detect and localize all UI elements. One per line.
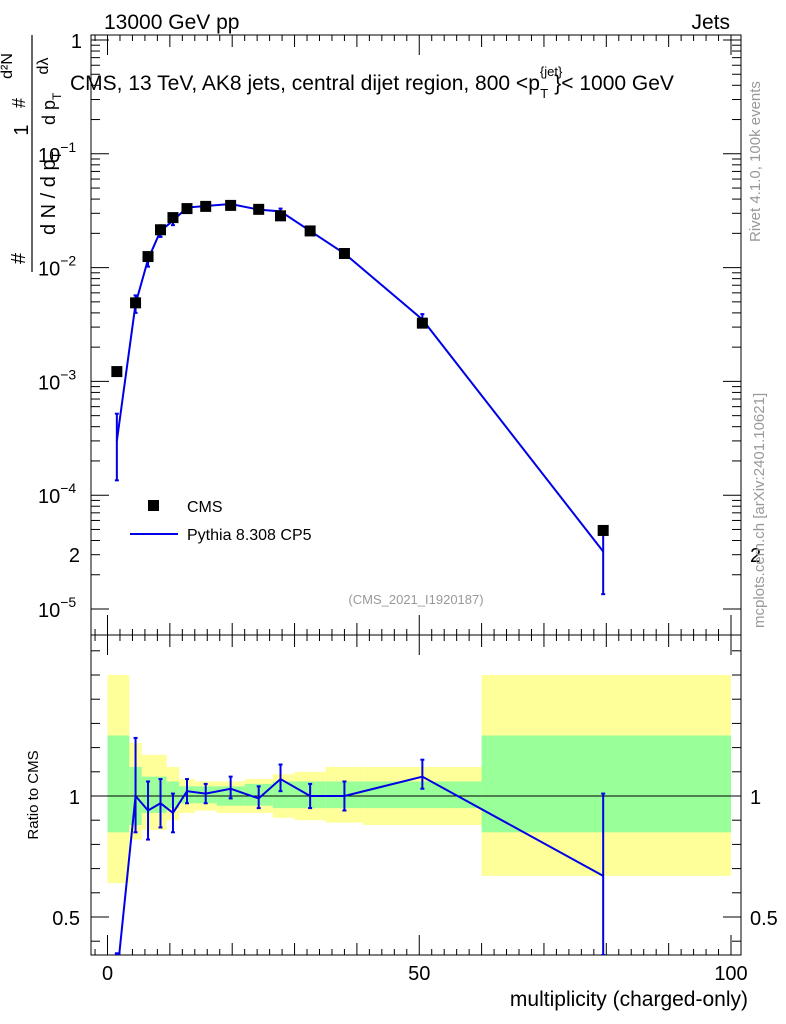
main-y-axis-label: 1 # d N / d pT # d pT d²N dλ bbox=[0, 35, 64, 272]
cms-data-point bbox=[181, 203, 193, 215]
ratio-uncertainty-bands bbox=[107, 675, 731, 884]
y-tick-label: 1 bbox=[71, 31, 82, 53]
x-axis-label: multiplicity (charged-only) bbox=[510, 988, 748, 1011]
cms-data-point bbox=[416, 317, 428, 329]
main-plot-series bbox=[111, 199, 609, 596]
cms-data-point bbox=[111, 366, 123, 378]
ratio-mc-line bbox=[118, 775, 604, 955]
analysis-id: (CMS_2021_I1920187) bbox=[348, 592, 483, 607]
y-tick-label: 10−5 bbox=[38, 594, 76, 622]
ratio-y-axis-label: Ratio to CMS bbox=[25, 750, 42, 839]
ratio-y-tick-label-right: 0.5 bbox=[750, 908, 778, 930]
cms-data-point bbox=[275, 210, 287, 222]
legend-cms-marker bbox=[148, 500, 159, 511]
y-label-hash-2: # bbox=[9, 98, 29, 108]
ratio-y-tick-label-right: 1 bbox=[750, 787, 761, 809]
cms-data-point bbox=[200, 200, 212, 212]
energy-label: 13000 GeV pp bbox=[104, 11, 239, 34]
ratio-plot-frame bbox=[90, 634, 742, 956]
rivet-version-label: Rivet 4.1.0, 100k events bbox=[747, 81, 764, 242]
mcplots-label: mcplots.cern.ch [arXiv:2401.10621] bbox=[751, 393, 768, 628]
y-label-dpt: d pT bbox=[39, 92, 64, 125]
ratio-band-inner bbox=[107, 735, 130, 833]
ratio-axis-ticks: 0 50 100 0.5 0.5 1 1 2 2 bbox=[52, 545, 778, 985]
y-label-dlambda: dλ bbox=[35, 58, 52, 75]
cms-data-point bbox=[130, 297, 142, 309]
x-tick-label: 100 bbox=[714, 963, 747, 985]
ratio-clipped-group bbox=[114, 736, 606, 955]
y-tick-label: 10−1 bbox=[38, 139, 76, 167]
ratio-y-tick-label-right: 2 bbox=[750, 545, 761, 567]
legend-cms-label: CMS bbox=[187, 499, 223, 516]
y-label-numerator: 1 bbox=[11, 124, 33, 135]
ratio-y-tick-label: 2 bbox=[69, 545, 80, 567]
cms-data-point bbox=[225, 199, 237, 211]
main-plot-frame bbox=[90, 34, 742, 636]
plot-title: CMS, 13 TeV, AK8 jets, central dijet reg… bbox=[70, 64, 674, 101]
ratio-band-inner bbox=[272, 781, 295, 809]
ratio-band-inner bbox=[481, 735, 731, 833]
y-label-hash: # bbox=[8, 252, 30, 264]
cms-data-point bbox=[597, 524, 609, 536]
legend-mc-label: Pythia 8.308 CP5 bbox=[187, 527, 312, 544]
y-label-d2n: d²N bbox=[0, 53, 16, 79]
y-tick-label: 10−4 bbox=[38, 480, 76, 508]
y-tick-label: 10−2 bbox=[38, 253, 76, 281]
ratio-plot-series bbox=[114, 736, 606, 955]
ratio-y-tick-label: 1 bbox=[69, 787, 80, 809]
y-label-denominator: d N / d pT bbox=[38, 151, 64, 235]
y-tick-label: 10−3 bbox=[38, 366, 76, 394]
cms-data-point bbox=[304, 225, 316, 237]
cms-data-point bbox=[338, 248, 350, 260]
cms-data-point bbox=[142, 251, 154, 263]
ratio-y-tick-label: 0.5 bbox=[52, 908, 80, 930]
category-label: Jets bbox=[691, 11, 730, 34]
x-tick-label: 50 bbox=[408, 963, 430, 985]
cms-data-point bbox=[154, 224, 166, 236]
x-tick-label: 0 bbox=[102, 963, 113, 985]
cms-data-point bbox=[253, 203, 265, 215]
main-axis-ticks: 10−5 10−4 10−3 10−2 10−1 1 bbox=[38, 31, 741, 622]
cms-data-point bbox=[167, 212, 179, 224]
